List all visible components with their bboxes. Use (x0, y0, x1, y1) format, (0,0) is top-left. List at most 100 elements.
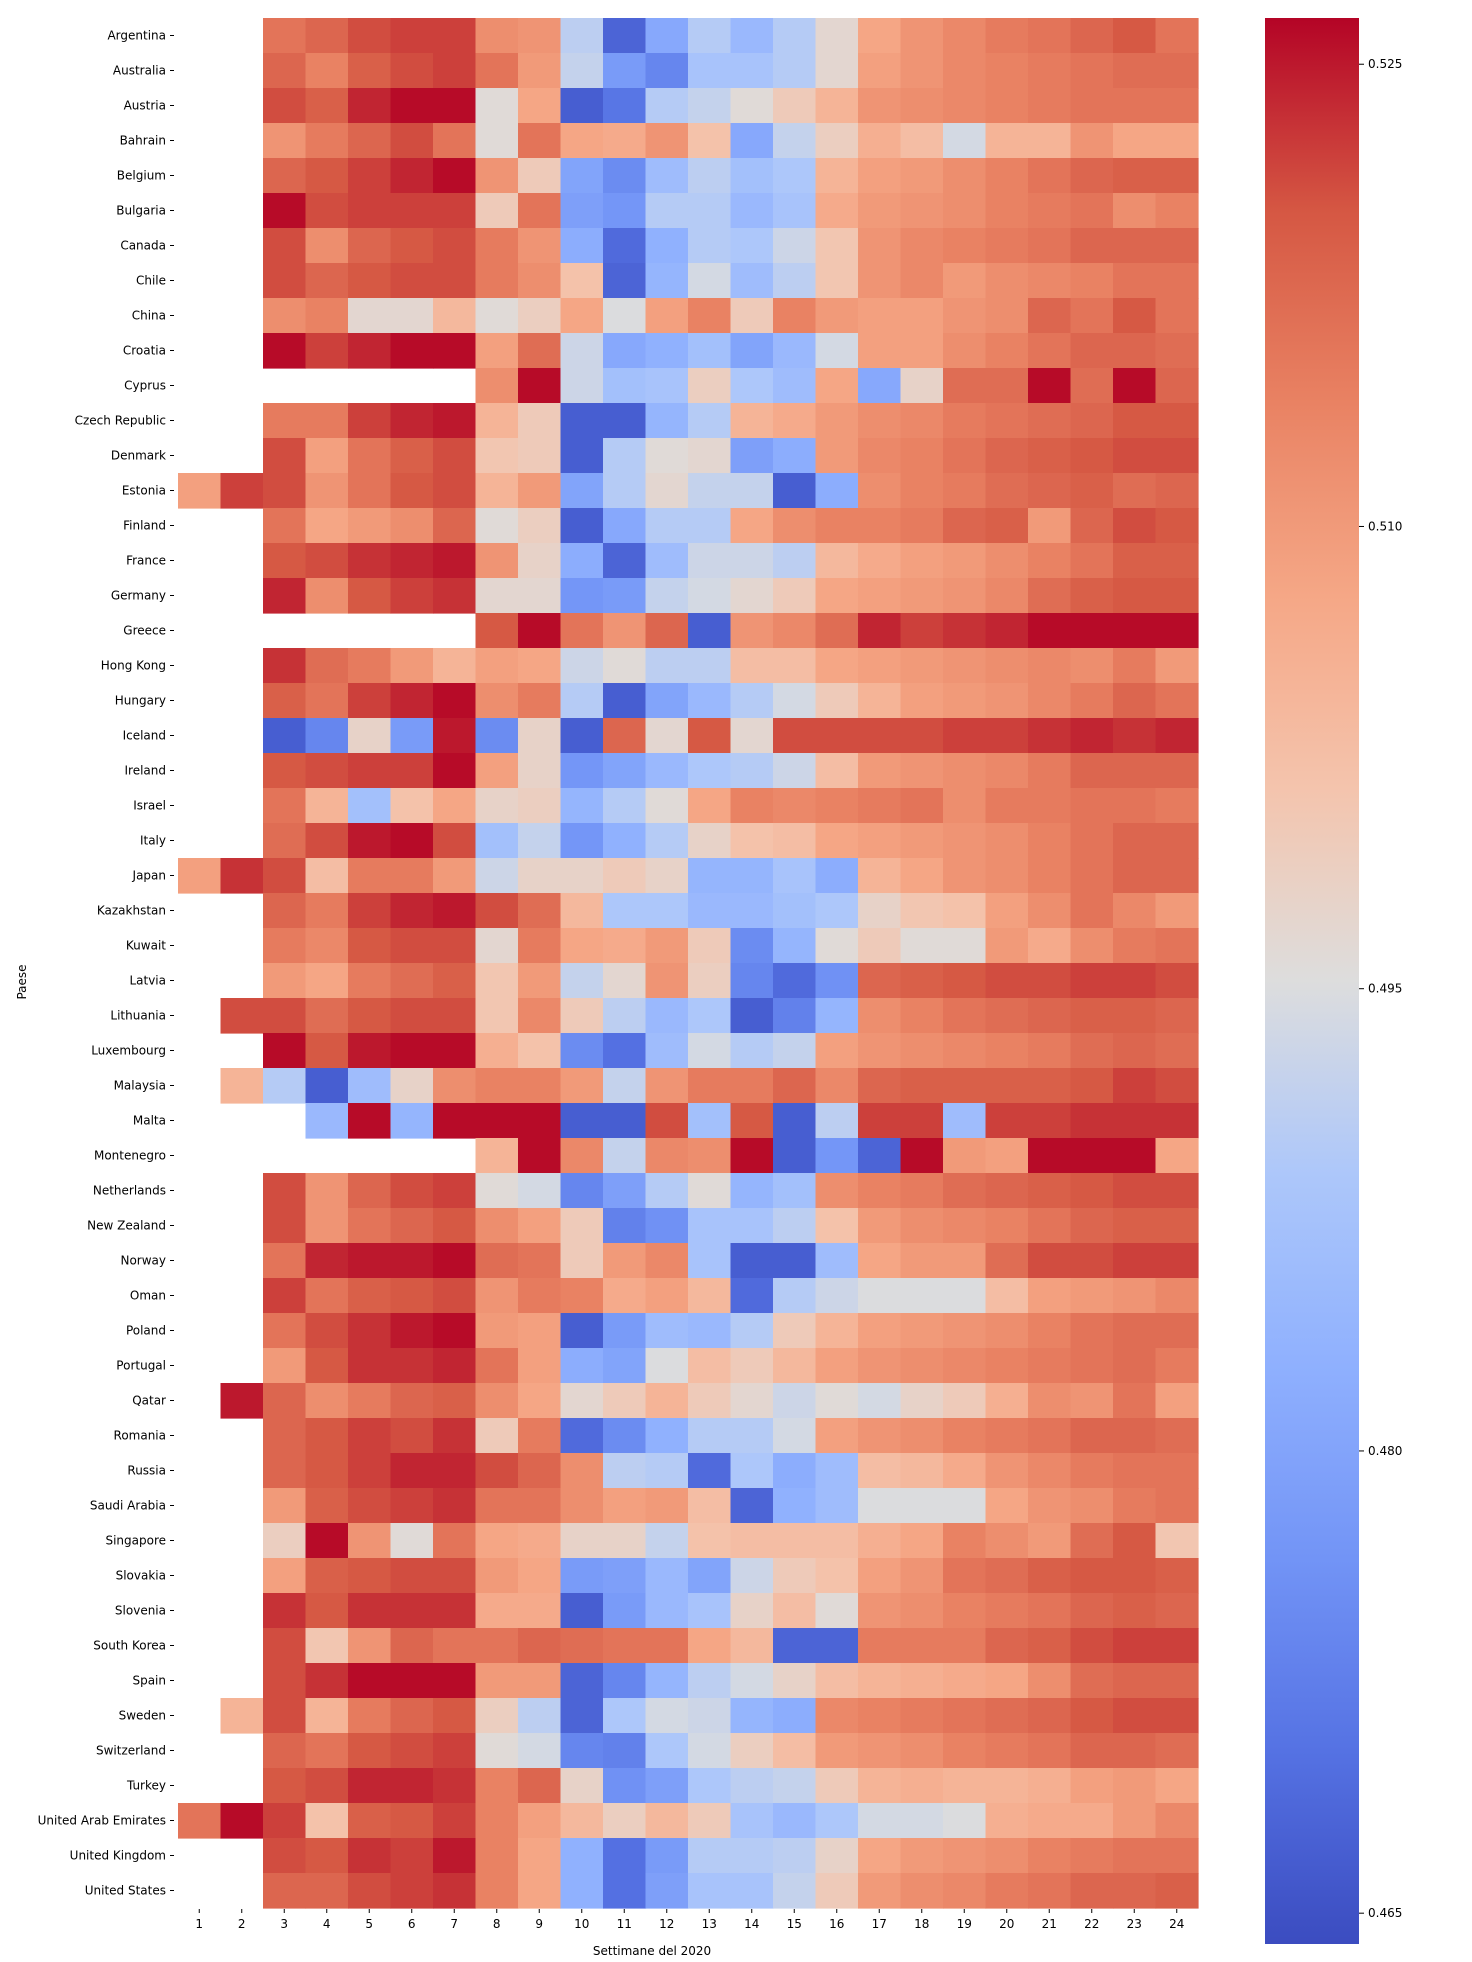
heatmap-cell (815, 1348, 859, 1384)
heatmap-cell (220, 1803, 264, 1839)
y-tick-label: Russia (127, 1464, 166, 1478)
heatmap-cell (560, 858, 604, 894)
heatmap-cell (560, 1313, 604, 1349)
heatmap-cell (433, 1733, 477, 1769)
heatmap-cell (730, 1488, 774, 1524)
heatmap-cell (688, 1173, 732, 1209)
heatmap-cell (348, 508, 392, 544)
heatmap-cell (900, 298, 944, 334)
heatmap-cell (900, 1418, 944, 1454)
heatmap-cell (305, 158, 349, 194)
heatmap-cell (1113, 1173, 1157, 1209)
heatmap-cell (305, 193, 349, 229)
heatmap-cell (433, 88, 477, 124)
heatmap-cell (1113, 1068, 1157, 1104)
heatmap-cell (900, 1313, 944, 1349)
heatmap-cell (985, 858, 1029, 894)
heatmap-cell (390, 1418, 434, 1454)
heatmap-cell (305, 1593, 349, 1629)
heatmap-cell (815, 823, 859, 859)
heatmap-cell (348, 578, 392, 614)
heatmap-cell (943, 1313, 987, 1349)
heatmap-cell (603, 1173, 647, 1209)
heatmap-cell (390, 508, 434, 544)
y-tick-label: Turkey (126, 1779, 166, 1793)
heatmap-cell (688, 1593, 732, 1629)
heatmap-cell (773, 368, 817, 404)
heatmap-cell (475, 53, 519, 89)
heatmap-cell (390, 928, 434, 964)
heatmap-cell (305, 1628, 349, 1664)
heatmap-cell (475, 1523, 519, 1559)
heatmap-cell (1070, 998, 1114, 1034)
heatmap-cell (560, 1278, 604, 1314)
heatmap-cell (433, 263, 477, 299)
heatmap-cell (390, 1033, 434, 1069)
heatmap-cell (1070, 893, 1114, 929)
heatmap-cell (518, 53, 562, 89)
y-tick-label: Denmark (111, 449, 166, 463)
heatmap-cell (985, 1733, 1029, 1769)
heatmap-cell (1155, 1733, 1199, 1769)
heatmap-cell (688, 683, 732, 719)
heatmap-cell (773, 1278, 817, 1314)
heatmap-cell (518, 648, 562, 684)
x-tick-label: 12 (659, 1917, 674, 1931)
heatmap-cell (263, 893, 307, 929)
heatmap-cell (348, 193, 392, 229)
heatmap-cell (348, 1383, 392, 1419)
heatmap-cell (1070, 1033, 1114, 1069)
heatmap-cell (900, 1138, 944, 1174)
heatmap-cell (305, 1103, 349, 1139)
heatmap-cell (688, 193, 732, 229)
heatmap-cell (390, 823, 434, 859)
heatmap-cell (773, 158, 817, 194)
heatmap-cell (263, 1628, 307, 1664)
heatmap-cell (220, 858, 264, 894)
heatmap-cell (1113, 543, 1157, 579)
heatmap-cell (560, 1628, 604, 1664)
heatmap-cell (1028, 578, 1072, 614)
x-tick-label: 22 (1084, 1917, 1099, 1931)
heatmap-cell (1070, 18, 1114, 54)
heatmap-cell (900, 1348, 944, 1384)
heatmap-cells (178, 18, 1199, 1909)
heatmap-cell (645, 1663, 689, 1699)
heatmap-cell (433, 438, 477, 474)
heatmap-cell (263, 333, 307, 369)
heatmap-cell (1155, 1558, 1199, 1594)
heatmap-cell (985, 1593, 1029, 1629)
heatmap-cell (943, 683, 987, 719)
heatmap-cell (773, 753, 817, 789)
heatmap-cell (348, 1593, 392, 1629)
heatmap-cell (858, 1383, 902, 1419)
heatmap-cell (645, 438, 689, 474)
heatmap-cell (305, 1173, 349, 1209)
heatmap-cell (1028, 1208, 1072, 1244)
heatmap-cell (688, 1348, 732, 1384)
heatmap-cell (1070, 333, 1114, 369)
heatmap-cell (475, 368, 519, 404)
heatmap-cell (815, 1383, 859, 1419)
heatmap-cell (1028, 753, 1072, 789)
heatmap-cell (1113, 88, 1157, 124)
heatmap-cell (518, 543, 562, 579)
heatmap-cell (773, 333, 817, 369)
heatmap-cell (348, 1068, 392, 1104)
heatmap-cell (943, 1663, 987, 1699)
heatmap-cell (518, 333, 562, 369)
heatmap-cell (390, 1208, 434, 1244)
heatmap-cell (433, 508, 477, 544)
heatmap-cell (1070, 228, 1114, 264)
heatmap-cell (985, 1173, 1029, 1209)
heatmap-cell (263, 438, 307, 474)
heatmap-cell (730, 1873, 774, 1909)
y-tick-label: United Arab Emirates (38, 1814, 166, 1828)
heatmap-cell (263, 648, 307, 684)
heatmap-cell (773, 1418, 817, 1454)
heatmap-cell (1155, 1768, 1199, 1804)
heatmap-cell (560, 718, 604, 754)
heatmap-cell (943, 1383, 987, 1419)
heatmap-cell (645, 613, 689, 649)
heatmap-cell (603, 1523, 647, 1559)
